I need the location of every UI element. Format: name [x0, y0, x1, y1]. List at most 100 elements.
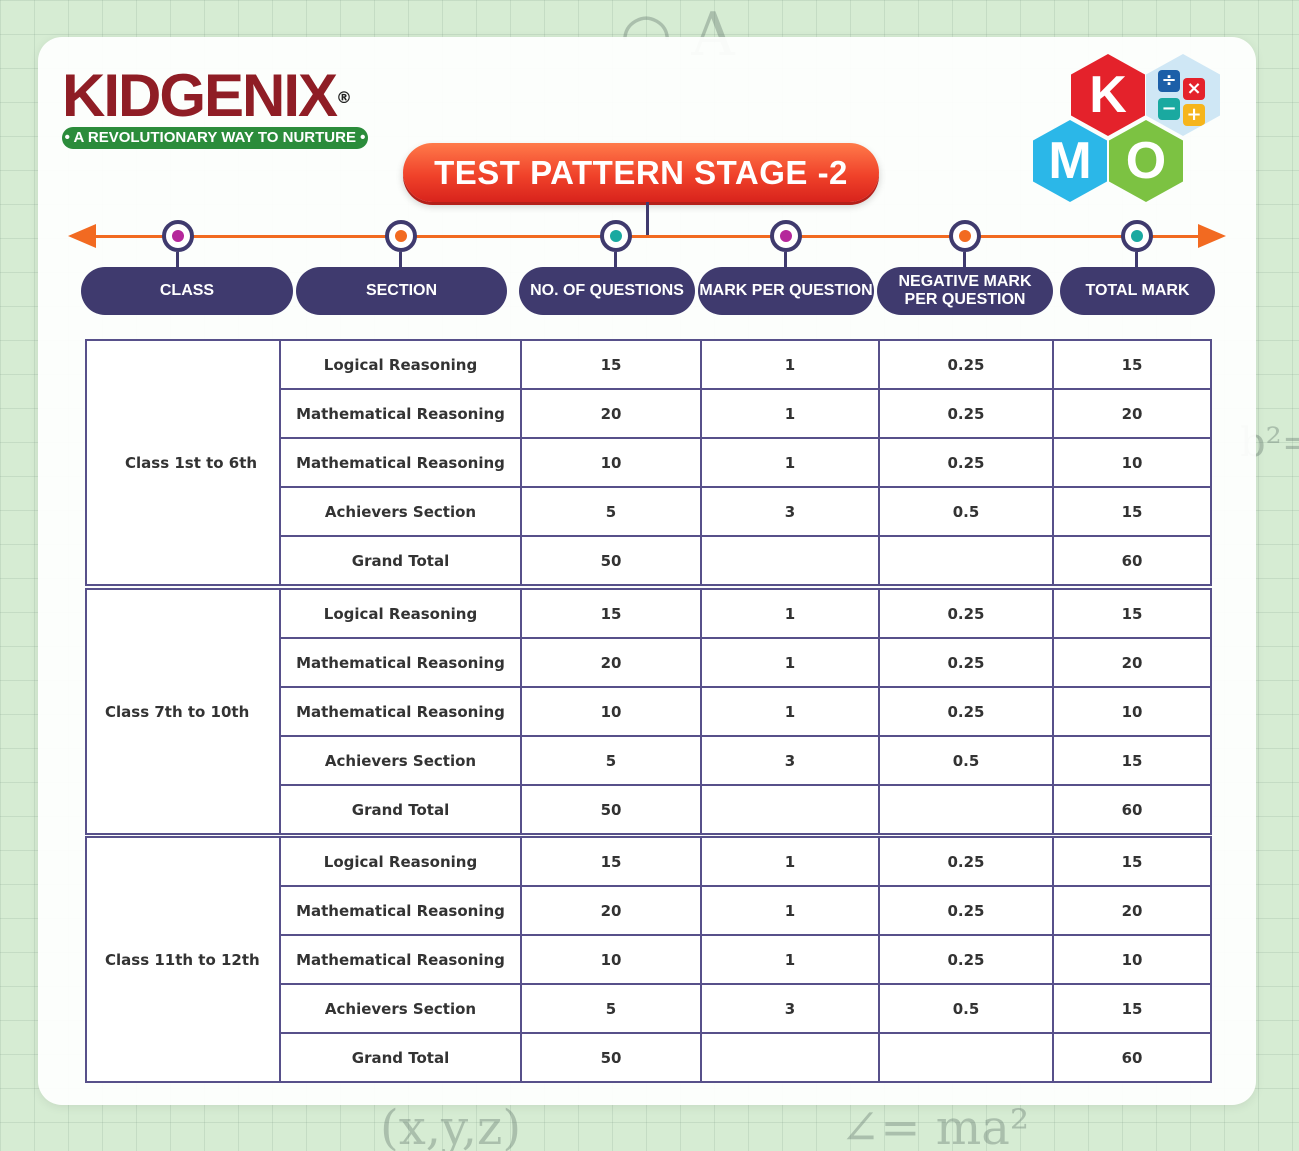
negative-cell: 0.25: [878, 339, 1054, 390]
mark-cell: [700, 535, 880, 586]
table-row: Mathematical Reasoning 20 1 0.25 20: [86, 637, 1212, 688]
header-class: CLASS: [81, 267, 293, 315]
negative-cell: 0.25: [878, 437, 1054, 488]
questions-cell: 50: [520, 535, 702, 586]
header-negative-mark: NEGATIVE MARK PER QUESTION: [877, 267, 1053, 315]
node-connector: [614, 252, 617, 268]
background-doodle: ∠= ma²: [840, 1100, 1030, 1151]
section-cell: Mathematical Reasoning: [279, 686, 522, 737]
table-row: Mathematical Reasoning 20 1 0.25 20: [86, 388, 1212, 439]
total-cell: 10: [1052, 686, 1212, 737]
table-row: Grand Total 50 60: [86, 1032, 1212, 1083]
total-cell: 15: [1052, 588, 1212, 639]
questions-cell: 20: [520, 885, 702, 936]
section-cell: Mathematical Reasoning: [279, 388, 522, 439]
mark-cell: 1: [700, 885, 880, 936]
mark-cell: 1: [700, 637, 880, 688]
table-row: Achievers Section 5 3 0.5 15: [86, 735, 1212, 786]
negative-cell: [878, 1032, 1054, 1083]
timeline-node-negative: [949, 220, 981, 252]
kidgenix-logo: KIDGENIX® • A REVOLUTIONARY WAY TO NURTU…: [62, 66, 382, 149]
class-cell: Class 7th to 10th: [85, 588, 281, 835]
total-cell: 20: [1052, 885, 1212, 936]
pattern-table-group-2: Class 7th to 10th Logical Reasoning 15 1…: [85, 588, 1212, 835]
questions-cell: 5: [520, 735, 702, 786]
negative-cell: 0.5: [878, 983, 1054, 1034]
mark-cell: 3: [700, 983, 880, 1034]
questions-cell: 20: [520, 637, 702, 688]
section-cell: Mathematical Reasoning: [279, 437, 522, 488]
table-row: Class 7th to 10th Logical Reasoning 15 1…: [85, 588, 1212, 835]
header-total-mark: TOTAL MARK: [1060, 267, 1215, 315]
node-connector: [176, 252, 179, 268]
questions-cell: 50: [520, 784, 702, 835]
node-connector: [1135, 252, 1138, 268]
timeline-node-total: [1121, 220, 1153, 252]
section-cell: Logical Reasoning: [279, 588, 522, 639]
questions-cell: 10: [520, 934, 702, 985]
total-cell: 60: [1052, 784, 1212, 835]
section-cell: Grand Total: [279, 784, 522, 835]
timeline-node-class: [162, 220, 194, 252]
section-cell: Achievers Section: [279, 983, 522, 1034]
section-cell: Achievers Section: [279, 735, 522, 786]
plus-icon: +: [1183, 104, 1205, 126]
questions-cell: 15: [520, 339, 702, 390]
pattern-table-group-3: Class 11th to 12th Logical Reasoning 15 …: [85, 836, 1212, 1083]
background-doodle: (x,y,z): [380, 1100, 522, 1151]
total-cell: 15: [1052, 339, 1212, 390]
negative-cell: 0.25: [878, 388, 1054, 439]
mark-cell: 1: [700, 437, 880, 488]
questions-cell: 5: [520, 983, 702, 1034]
section-cell: Logical Reasoning: [279, 339, 522, 390]
class-cell: Class 1st to 6th: [85, 339, 281, 586]
questions-cell: 10: [520, 437, 702, 488]
negative-cell: 0.25: [878, 637, 1054, 688]
timeline-node-section: [385, 220, 417, 252]
table-row: Achievers Section 5 3 0.5 15: [86, 983, 1212, 1034]
pattern-table-group-1: Class 1st to 6th Logical Reasoning 15 1 …: [85, 339, 1212, 586]
multiply-icon: ×: [1183, 78, 1205, 100]
mark-cell: 3: [700, 486, 880, 537]
divide-icon: ÷: [1158, 70, 1180, 92]
table-row: Mathematical Reasoning 10 1 0.25 10: [86, 934, 1212, 985]
section-cell: Achievers Section: [279, 486, 522, 537]
table-row: Mathematical Reasoning 10 1 0.25 10: [86, 437, 1212, 488]
table-row: Class 1st to 6th Logical Reasoning 15 1 …: [85, 339, 1212, 586]
section-cell: Mathematical Reasoning: [279, 637, 522, 688]
node-connector: [399, 252, 402, 268]
title-connector: [646, 202, 649, 236]
total-cell: 15: [1052, 983, 1212, 1034]
mark-cell: 1: [700, 588, 880, 639]
kmo-badge: K ÷ × − + M O: [1030, 52, 1230, 212]
negative-cell: 0.25: [878, 836, 1054, 887]
section-cell: Logical Reasoning: [279, 836, 522, 887]
brand-name: KIDGENIX: [62, 62, 338, 129]
negative-cell: 0.5: [878, 735, 1054, 786]
mark-cell: 1: [700, 934, 880, 985]
node-connector: [784, 252, 787, 268]
mark-cell: [700, 784, 880, 835]
timeline-node-mark: [770, 220, 802, 252]
total-cell: 10: [1052, 934, 1212, 985]
mark-cell: 1: [700, 836, 880, 887]
mark-cell: 1: [700, 388, 880, 439]
negative-cell: 0.25: [878, 934, 1054, 985]
kmo-o-hexagon: O: [1109, 120, 1183, 202]
kmo-k-hexagon: K: [1071, 54, 1145, 136]
table-row: Achievers Section 5 3 0.5 15: [86, 486, 1212, 537]
mark-cell: 1: [700, 339, 880, 390]
registered-mark: ®: [336, 88, 352, 107]
negative-cell: 0.25: [878, 885, 1054, 936]
header-section: SECTION: [296, 267, 507, 315]
mark-cell: 1: [700, 686, 880, 737]
kmo-m-hexagon: M: [1033, 120, 1107, 202]
header-questions: NO. OF QUESTIONS: [519, 267, 695, 315]
negative-cell: [878, 535, 1054, 586]
mark-cell: [700, 1032, 880, 1083]
negative-cell: [878, 784, 1054, 835]
questions-cell: 20: [520, 388, 702, 439]
questions-cell: 50: [520, 1032, 702, 1083]
header-negative-line2: PER QUESTION: [904, 291, 1026, 308]
negative-cell: 0.25: [878, 588, 1054, 639]
